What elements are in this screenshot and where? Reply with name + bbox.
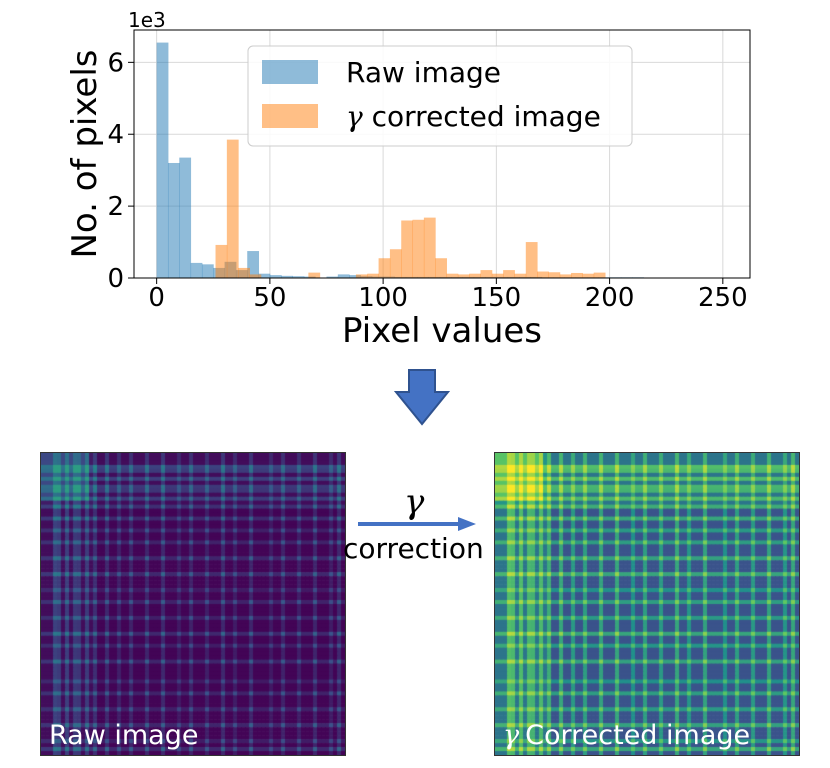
bar-corrected xyxy=(457,274,470,278)
bar-raw xyxy=(190,262,203,278)
corrected-gamma-symbol: γ xyxy=(503,720,520,751)
raw-image-label: Raw image xyxy=(49,720,199,751)
legend-gamma-symbol: γ xyxy=(346,100,363,133)
bar-corrected xyxy=(582,273,595,278)
legend-entry-raw: Raw image xyxy=(346,56,501,89)
bar-raw xyxy=(349,275,361,278)
correction-label: correction xyxy=(343,532,484,565)
bar-corrected xyxy=(446,273,459,278)
bar-raw xyxy=(167,162,180,278)
bar-raw xyxy=(201,264,214,278)
bar-corrected xyxy=(571,272,583,278)
bar-corrected xyxy=(412,219,425,278)
bar-corrected xyxy=(355,274,368,278)
histogram-chart: 0 50 100 150 200 250 0 2 4 6 1e3 Pixel values No.… xyxy=(65,8,751,351)
bar-corrected xyxy=(308,272,321,278)
bar-corrected xyxy=(389,249,402,278)
bar-corrected xyxy=(593,272,606,278)
bar-raw xyxy=(179,157,192,278)
bar-corrected xyxy=(238,267,250,278)
right-arrow-icon xyxy=(358,517,476,531)
x-tick-label: 50 xyxy=(253,283,286,313)
down-arrow-icon xyxy=(394,369,450,426)
bar-corrected xyxy=(226,139,239,278)
bar-corrected xyxy=(503,270,515,278)
axis-ticks: 0 50 100 150 200 250 0 2 4 6 xyxy=(107,48,747,313)
x-tick-label: 0 xyxy=(148,283,165,313)
bar-raw xyxy=(281,275,293,278)
bar-raw xyxy=(292,276,305,278)
bar-raw xyxy=(326,276,339,278)
bar-corrected xyxy=(249,274,262,278)
x-axis-label: Pixel values xyxy=(342,311,542,351)
x-tick-label: 100 xyxy=(358,283,408,313)
x-tick-label: 250 xyxy=(698,283,748,313)
bar-corrected xyxy=(480,270,493,278)
bar-corrected xyxy=(548,272,561,278)
bar-corrected xyxy=(435,258,447,278)
bar-corrected xyxy=(491,273,504,278)
legend: Raw image γ corrected image xyxy=(247,45,633,147)
x-tick-label: 150 xyxy=(472,283,522,313)
corrected-text: Corrected image xyxy=(525,720,751,751)
y-axis-label: No. of pixels xyxy=(65,49,105,258)
bar-corrected xyxy=(559,274,572,278)
bar-raw xyxy=(337,274,350,278)
bar-raw xyxy=(269,275,282,278)
bar-corrected xyxy=(525,242,538,278)
gamma-symbol: γ xyxy=(404,482,425,522)
corrected-image-label: γ Corrected image xyxy=(503,720,750,751)
raw-heatmap xyxy=(41,453,345,755)
x-tick-label: 200 xyxy=(585,283,635,313)
y-tick-label: 6 xyxy=(107,48,124,78)
legend-swatch-corrected xyxy=(262,104,318,128)
corrected-heatmap xyxy=(495,453,799,755)
legend-entry-corrected: γ corrected image xyxy=(346,100,601,133)
bar-corrected xyxy=(537,271,549,278)
bar-corrected xyxy=(215,244,228,278)
legend-corrected-text: corrected image xyxy=(372,100,601,133)
bar-raw xyxy=(247,251,260,278)
corrected-image-panel: γ Corrected image xyxy=(494,452,800,756)
y-tick-label: 0 xyxy=(107,264,124,294)
bar-raw xyxy=(156,42,169,278)
y-scale-label: 1e3 xyxy=(128,8,166,32)
raw-image-panel: Raw image xyxy=(40,452,346,756)
bar-raw xyxy=(258,273,271,278)
plot-frame xyxy=(133,29,751,279)
bar-corrected xyxy=(378,258,391,278)
y-tick-label: 2 xyxy=(107,192,124,222)
bar-corrected xyxy=(423,217,436,278)
legend-swatch-raw xyxy=(262,60,318,84)
legend-box xyxy=(247,45,633,147)
bar-corrected xyxy=(367,273,380,278)
bar-corrected xyxy=(401,220,414,278)
y-tick-label: 4 xyxy=(107,120,124,150)
bar-corrected xyxy=(469,273,481,278)
bar-corrected xyxy=(514,273,527,278)
